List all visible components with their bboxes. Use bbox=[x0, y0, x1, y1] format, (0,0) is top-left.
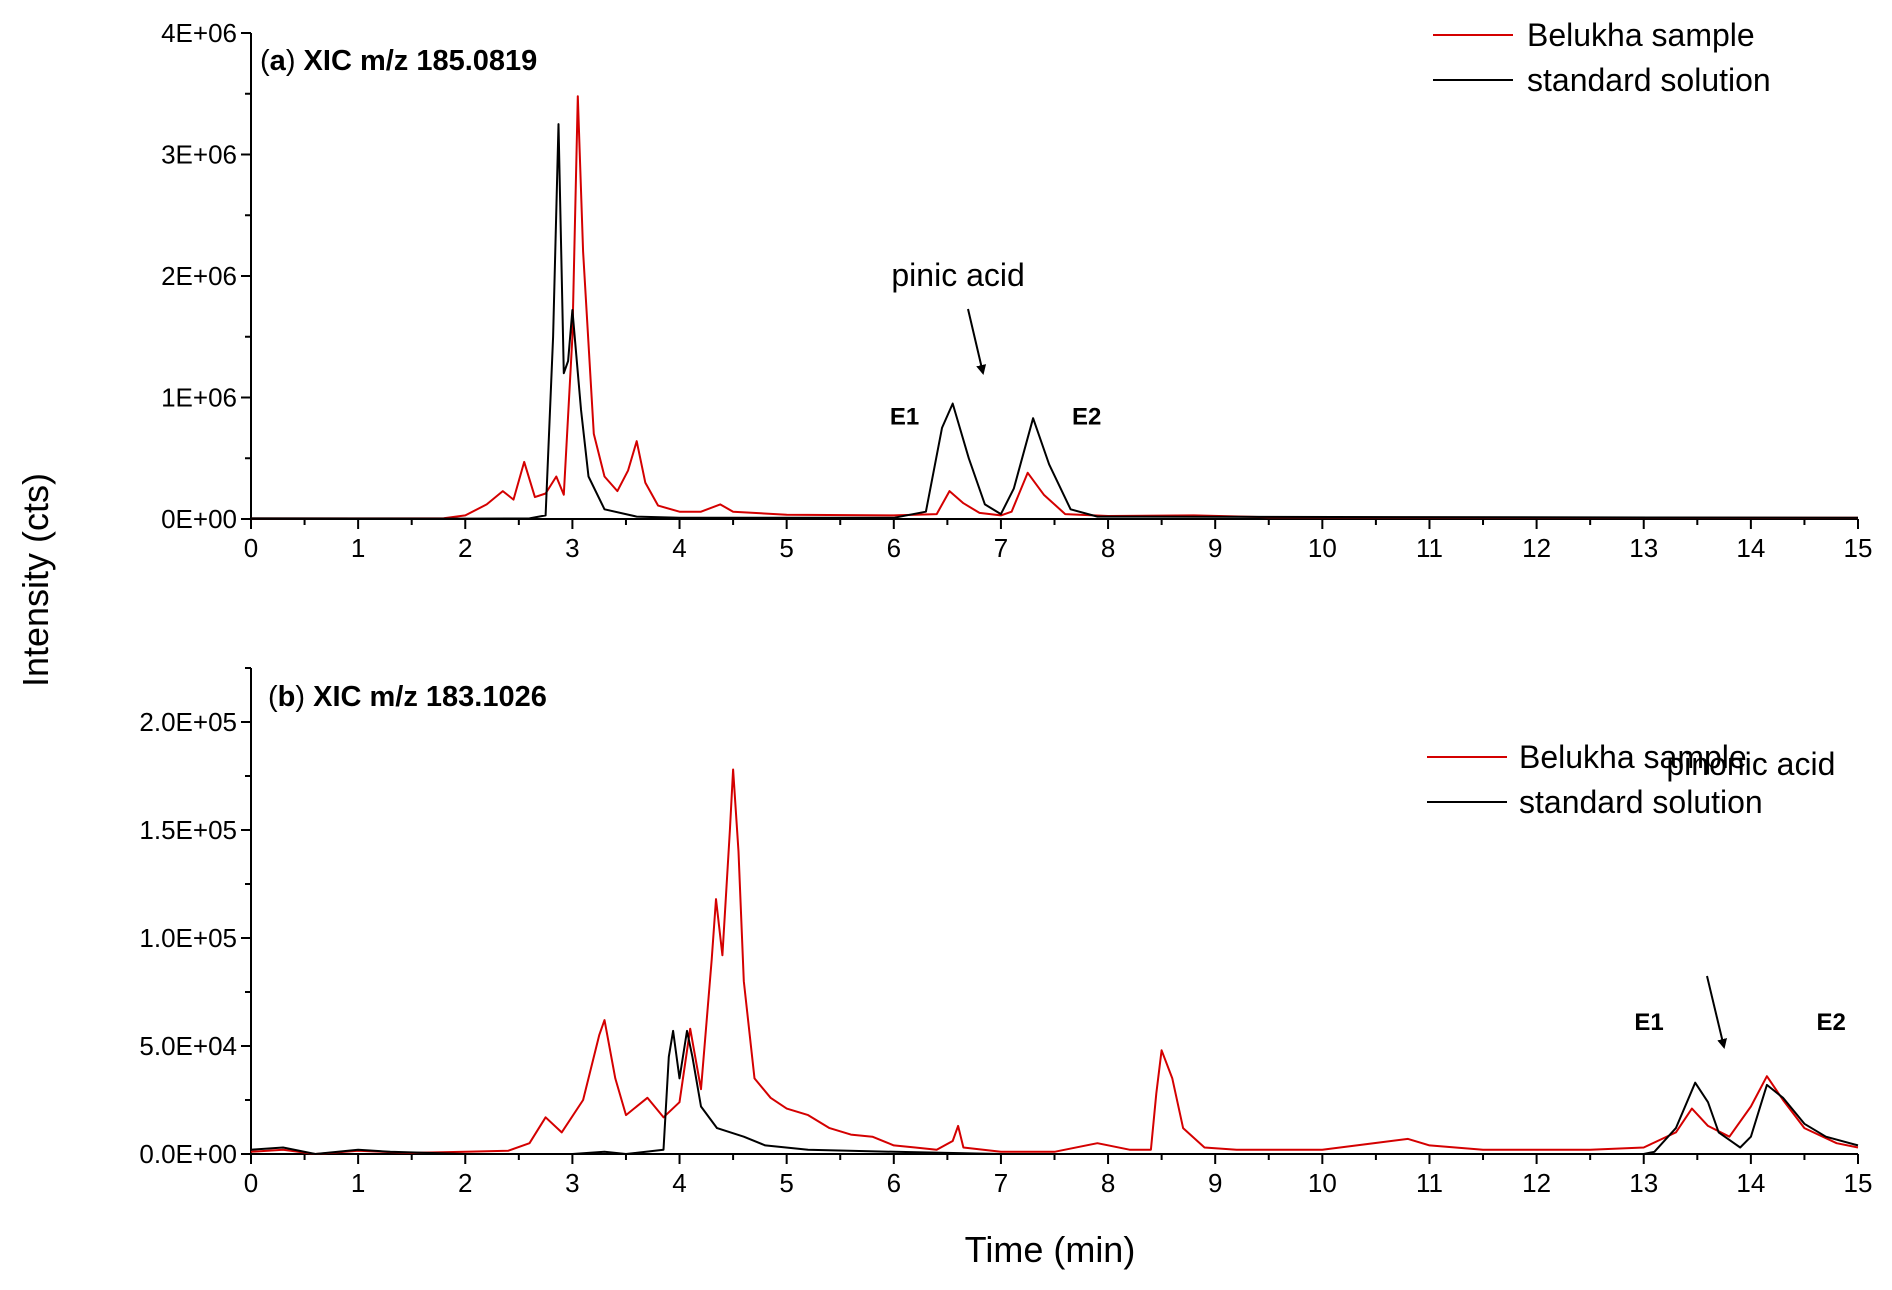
x-tick-label: 13 bbox=[1629, 533, 1658, 563]
x-tick-label: 0 bbox=[244, 533, 258, 563]
panel-title-paren-close: ) bbox=[286, 45, 296, 77]
series-line-belukha-sample bbox=[250, 768, 1859, 1155]
panel-title-paren: ( bbox=[260, 45, 270, 77]
x-tick-label: 12 bbox=[1522, 1168, 1551, 1198]
x-tick-label: 1 bbox=[351, 533, 365, 563]
panel-title-letter: a bbox=[270, 45, 287, 77]
panel-title: (a) XIC m/z 185.0819 bbox=[260, 45, 537, 77]
x-axis-title: Time (min) bbox=[965, 1229, 1136, 1270]
y-tick-label: 3E+06 bbox=[161, 140, 237, 170]
y-tick-label: 1.5E+05 bbox=[139, 815, 237, 845]
series-line-belukha-sample bbox=[251, 95, 1859, 520]
x-tick-label: 4 bbox=[672, 533, 686, 563]
x-tick-label: 4 bbox=[672, 1168, 686, 1198]
series-line-standard-solution bbox=[250, 123, 1859, 520]
x-tick-label: 15 bbox=[1844, 533, 1873, 563]
annotation-arrow bbox=[1706, 975, 1727, 1049]
y-tick-label: 0E+00 bbox=[161, 504, 237, 534]
x-tick-label: 11 bbox=[1416, 533, 1443, 563]
x-tick-label: 1 bbox=[351, 1168, 365, 1198]
y-tick-label: 2E+06 bbox=[161, 261, 237, 291]
panel-title-letter: b bbox=[278, 681, 296, 713]
x-tick-label: 6 bbox=[887, 1168, 901, 1198]
y-tick-label: 5.0E+04 bbox=[139, 1031, 237, 1061]
x-tick-label: 5 bbox=[779, 1168, 793, 1198]
y-tick-label: 2.0E+05 bbox=[139, 707, 237, 737]
legend-entry: Belukha sample bbox=[1527, 17, 1755, 53]
panel-title-label: XIC m/z 183.1026 bbox=[305, 681, 547, 713]
peak-label: E2 bbox=[1817, 1009, 1846, 1036]
legend-entry: standard solution bbox=[1527, 62, 1771, 98]
x-tick-label: 15 bbox=[1844, 1168, 1873, 1198]
x-tick-label: 3 bbox=[565, 1168, 579, 1198]
y-tick-label: 1.0E+05 bbox=[139, 923, 237, 953]
x-tick-label: 14 bbox=[1736, 1168, 1765, 1198]
y-tick-label: 1E+06 bbox=[161, 383, 237, 413]
x-tick-label: 12 bbox=[1522, 533, 1551, 563]
peak-label: E1 bbox=[890, 404, 919, 431]
legend-entry: standard solution bbox=[1519, 784, 1763, 820]
x-tick-label: 13 bbox=[1629, 1168, 1658, 1198]
peak-label: E1 bbox=[1634, 1009, 1663, 1036]
x-tick-label: 10 bbox=[1308, 533, 1337, 563]
x-tick-label: 14 bbox=[1736, 533, 1765, 563]
compound-annotation: pinonic acid bbox=[1666, 746, 1835, 782]
panel-title-paren-close: ) bbox=[295, 681, 305, 713]
panel-a-chart: 0 1 2 3 4 5 6 7 8 9 10 11 12 13 14 150E+001E+062E+063E+… bbox=[161, 17, 1872, 563]
panel-title: (b) XIC m/z 183.1026 bbox=[268, 681, 547, 713]
y-axis-title: Intensity (cts) bbox=[15, 473, 56, 687]
y-tick-label: 4E+06 bbox=[161, 18, 237, 48]
x-tick-label: 8 bbox=[1101, 533, 1115, 563]
x-tick-label: 9 bbox=[1208, 533, 1222, 563]
y-tick-label: 0.0E+00 bbox=[139, 1139, 237, 1169]
compound-annotation: pinic acid bbox=[891, 257, 1024, 293]
x-tick-label: 7 bbox=[994, 533, 1008, 563]
legend-entry: Belukha sample bbox=[1519, 739, 1747, 775]
peak-label: E2 bbox=[1072, 404, 1101, 431]
x-tick-label: 0 bbox=[244, 1168, 258, 1198]
x-tick-label: 5 bbox=[779, 533, 793, 563]
panel-b-chart: 0 1 2 3 4 5 6 7 8 9 10 11 12 13 14 150.0E+005.0E+041.0E… bbox=[139, 667, 1873, 1198]
x-tick-label: 2 bbox=[458, 1168, 472, 1198]
x-tick-label: 9 bbox=[1208, 1168, 1222, 1198]
panel-title-paren: ( bbox=[268, 681, 278, 713]
x-tick-label: 3 bbox=[565, 533, 579, 563]
x-tick-label: 6 bbox=[887, 533, 901, 563]
annotation-arrow bbox=[967, 308, 987, 375]
panel-title-label: XIC m/z 185.0819 bbox=[295, 45, 537, 77]
x-tick-label: 2 bbox=[458, 533, 472, 563]
series-line-standard-solution bbox=[250, 1029, 1859, 1155]
x-tick-label: 7 bbox=[994, 1168, 1008, 1198]
x-tick-label: 10 bbox=[1308, 1168, 1337, 1198]
x-tick-label: 11 bbox=[1416, 1168, 1443, 1198]
x-tick-label: 8 bbox=[1101, 1168, 1115, 1198]
